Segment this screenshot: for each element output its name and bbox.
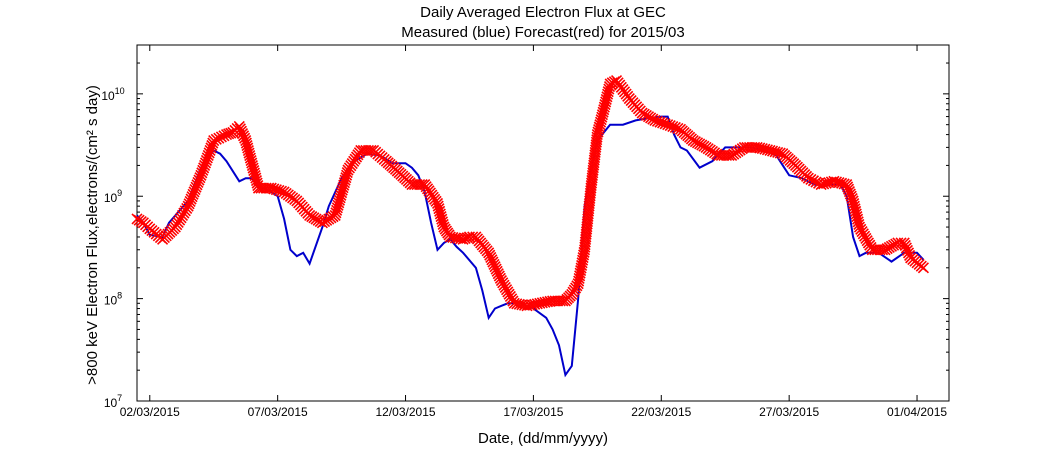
y-tick-exponent: 9 [117, 188, 122, 198]
x-tick-label: 27/03/2015 [759, 405, 819, 419]
minor-ticks [137, 62, 949, 371]
x-tick-label: 12/03/2015 [376, 405, 436, 419]
x-tick-label: 01/04/2015 [887, 405, 947, 419]
x-tick-label: 22/03/2015 [631, 405, 691, 419]
y-tick-exponent: 10 [115, 86, 125, 96]
x-axis: 02/03/2015 07/03/2015 12/03/2015 17/03/2015… [120, 45, 947, 419]
y-tick-exponent: 8 [117, 291, 122, 301]
forecast-marker [917, 262, 929, 274]
y-tick-base: 10 [104, 191, 118, 205]
chart-title: Daily Averaged Electron Flux at GEC [420, 4, 666, 21]
forecast-marker [414, 179, 426, 191]
x-tick-label: 02/03/2015 [120, 405, 180, 419]
y-axis-label: >800 keV Electron Flux,electrons/(cm² s … [84, 85, 101, 385]
x-axis-label: Date, (dd/mm/yyyy) [478, 430, 608, 447]
chart-subtitle: Measured (blue) Forecast(red) for 2015/0… [401, 24, 684, 41]
y-tick-label: 109 [104, 188, 122, 205]
measured-series-line [136, 115, 925, 378]
y-tick-exponent: 7 [117, 393, 122, 403]
forecast-marker [362, 144, 375, 157]
y-tick-base: 10 [104, 396, 118, 410]
y-tick-base: 10 [101, 89, 115, 103]
x-tick-label: 17/03/2015 [503, 405, 563, 419]
y-tick-base: 10 [104, 294, 118, 308]
x-tick-label: 07/03/2015 [248, 405, 308, 419]
plot-frame [136, 44, 950, 402]
forecast-marker [554, 295, 566, 307]
series-layer [131, 74, 929, 378]
y-tick-label: 1010 [101, 86, 124, 103]
y-tick-label: 108 [104, 291, 122, 308]
y-tick-label: 107 [104, 393, 122, 410]
